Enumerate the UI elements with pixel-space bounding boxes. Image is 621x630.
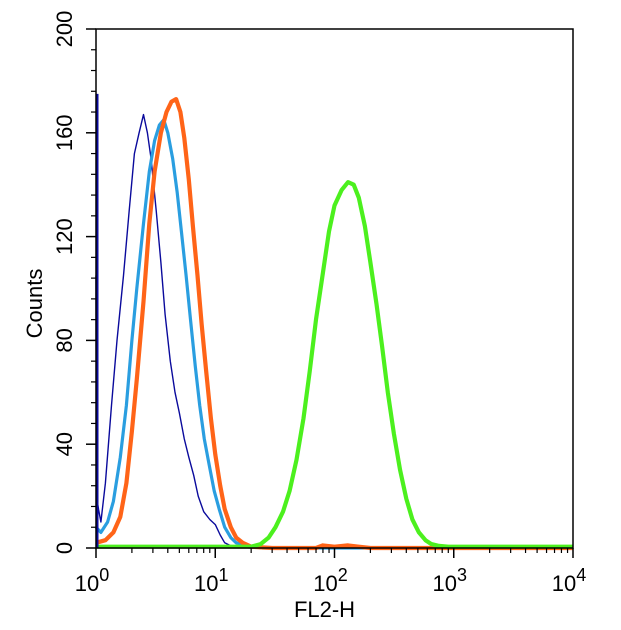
ticks-layer: [86, 28, 574, 558]
series-layer: [94, 93, 573, 551]
series-line-3: [95, 97, 573, 551]
x-tick-label: 100: [75, 565, 110, 596]
tick-labels: 100 101 102 103 104 0 40 80 120 160 200: [52, 11, 586, 596]
y-tick-label: 200: [52, 11, 77, 48]
x-tick-label: 103: [433, 565, 468, 596]
y-tick-label: 40: [52, 432, 77, 456]
series-line-4: [96, 180, 573, 549]
series-line-1: [95, 113, 573, 549]
x-tick-label: 102: [313, 565, 348, 596]
y-axis-label: Counts: [22, 269, 47, 339]
y-tick-label: 160: [52, 114, 77, 151]
y-tick-label: 120: [52, 218, 77, 255]
y-tick-label: 0: [52, 542, 77, 554]
series-line-2: [94, 118, 573, 550]
x-tick-label: 101: [194, 565, 229, 596]
y-tick-label: 80: [52, 328, 77, 352]
x-tick-label: 104: [552, 565, 587, 596]
x-axis-label: FL2-H: [294, 597, 355, 622]
